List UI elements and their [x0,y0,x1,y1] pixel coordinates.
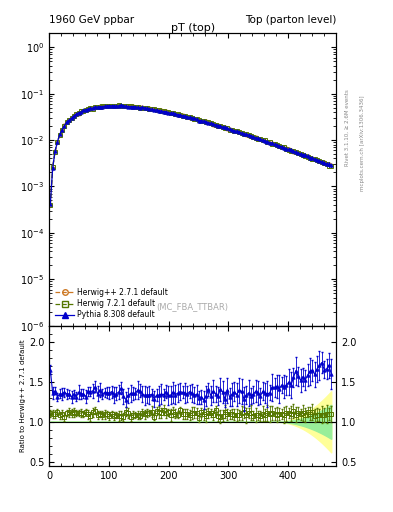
Text: (MC_FBA_TTBAR): (MC_FBA_TTBAR) [156,302,229,311]
Text: mcplots.cern.ch [arXiv:1306.3436]: mcplots.cern.ch [arXiv:1306.3436] [360,96,365,191]
Title: pT (top): pT (top) [171,23,215,32]
Text: Rivet 3.1.10, ≥ 2.6M events: Rivet 3.1.10, ≥ 2.6M events [345,90,350,166]
Y-axis label: Ratio to Herwig++ 2.7.1 default: Ratio to Herwig++ 2.7.1 default [20,339,26,452]
Text: 1960 GeV ppbar: 1960 GeV ppbar [49,14,134,25]
Text: Top (parton level): Top (parton level) [244,14,336,25]
Legend: Herwig++ 2.7.1 default, Herwig 7.2.1 default, Pythia 8.308 default: Herwig++ 2.7.1 default, Herwig 7.2.1 def… [53,286,171,322]
